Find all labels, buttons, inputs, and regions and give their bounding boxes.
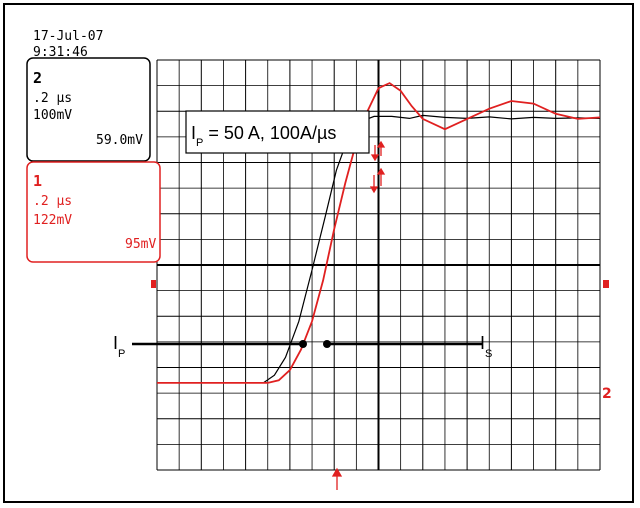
channel-1-right-marker [603,280,609,288]
channel-2-ground-marker: 2 [602,386,612,402]
channel-2-id: 2 [33,69,42,87]
edge-cursor-markers [369,140,386,194]
parameter-annotation-box [185,110,370,154]
channel-1-offset: 95mV [125,237,156,252]
measurement-lines [132,340,482,348]
channel-1-id: 1 [33,172,42,190]
capture-time: 9:31:46 [33,45,88,60]
channel-2-timebase: .2 µs [33,91,72,106]
trigger-position-marker [331,467,343,490]
channel-2-volts-per-div: 100mV [33,108,72,123]
capture-date: 17-Jul-07 [33,29,103,44]
trace-channel-1 [157,82,601,384]
ip-label: IP [113,333,125,360]
channel-1-timebase: .2 µs [33,194,72,209]
channel-2-info-box [26,57,151,162]
trace-channel-2 [174,114,601,384]
channel-1-info-box [26,161,161,263]
parameter-annotation-text: IP = 50 A, 100A/µs [191,123,336,149]
channel-1-volts-per-div: 122mV [33,213,72,228]
channel-1-ground-marker [151,280,156,288]
is-label: IS [480,333,492,360]
channel-2-offset: 59.0mV [96,133,143,148]
